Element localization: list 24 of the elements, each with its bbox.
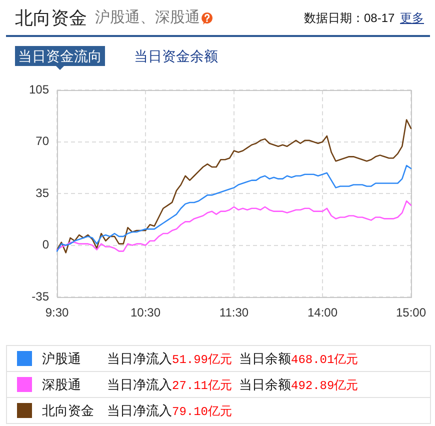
x-tick-label: 11:30: [219, 306, 249, 320]
tab[interactable]: 当日资金流向: [15, 46, 105, 66]
text: 当日余额492.89亿元: [239, 377, 358, 393]
text: 当日净流入79.10亿元: [107, 403, 232, 419]
legend-label: 深股通: [42, 377, 81, 392]
chart-subtitle: 沪股通、深股通: [95, 9, 200, 27]
text: 当日资金余额: [133, 47, 219, 66]
chart-title: 北向资金: [15, 7, 87, 29]
x-tick-label: 15:00: [396, 306, 426, 320]
x-tick-label: 10:30: [130, 306, 161, 320]
y-tick-label: 70: [36, 134, 50, 148]
text: 更多: [400, 11, 424, 26]
text: 数据日期：08-17: [304, 11, 395, 26]
legend-label: 北向资金: [42, 403, 94, 418]
x-tick-label: 14:00: [307, 306, 338, 320]
x-tick-label: 9:30: [45, 306, 69, 320]
legend-label: 沪股通: [42, 351, 81, 366]
y-tick-label: 105: [28, 82, 50, 97]
y-tick-label: -35: [32, 289, 50, 304]
text: 当日余额468.01亿元: [239, 351, 358, 367]
y-tick-label: 35: [36, 186, 50, 200]
text: 当日净流入27.11亿元: [107, 377, 232, 393]
y-tick-label: 0: [42, 238, 50, 252]
text: 当日净流入51.99亿元: [107, 351, 232, 367]
